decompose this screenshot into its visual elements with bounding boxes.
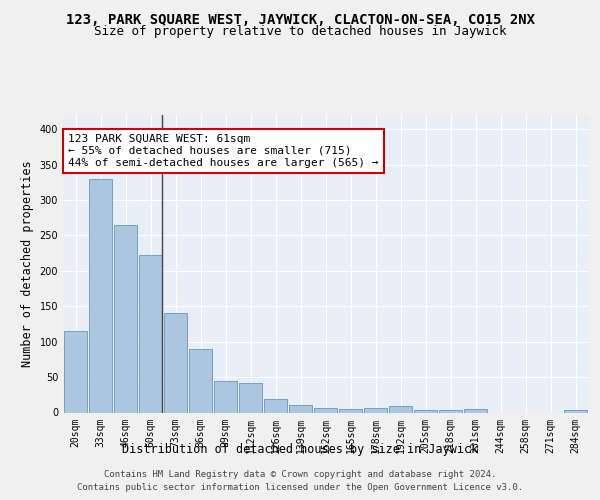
Bar [414,410,437,412]
Text: 123 PARK SQUARE WEST: 61sqm
← 55% of detached houses are smaller (715)
44% of se: 123 PARK SQUARE WEST: 61sqm ← 55% of det… [68,134,379,168]
Text: Contains HM Land Registry data © Crown copyright and database right 2024.: Contains HM Land Registry data © Crown c… [104,470,496,479]
Bar [164,312,187,412]
Text: Size of property relative to detached houses in Jaywick: Size of property relative to detached ho… [94,25,506,38]
Text: Contains public sector information licensed under the Open Government Licence v3: Contains public sector information licen… [77,484,523,492]
Bar [214,380,237,412]
Bar [89,179,112,412]
Bar [289,406,312,412]
Bar [264,399,287,412]
Bar [389,406,412,412]
Bar [314,408,337,412]
Y-axis label: Number of detached properties: Number of detached properties [21,160,34,367]
Bar [339,409,362,412]
Bar [189,349,212,412]
Text: 123, PARK SQUARE WEST, JAYWICK, CLACTON-ON-SEA, CO15 2NX: 123, PARK SQUARE WEST, JAYWICK, CLACTON-… [65,12,535,26]
Bar [64,331,87,412]
Bar [364,408,387,412]
Bar [464,409,487,412]
Bar [139,255,162,412]
Bar [239,383,262,412]
Bar [564,410,587,412]
Bar [439,410,462,412]
Text: Distribution of detached houses by size in Jaywick: Distribution of detached houses by size … [122,442,478,456]
Bar [114,225,137,412]
